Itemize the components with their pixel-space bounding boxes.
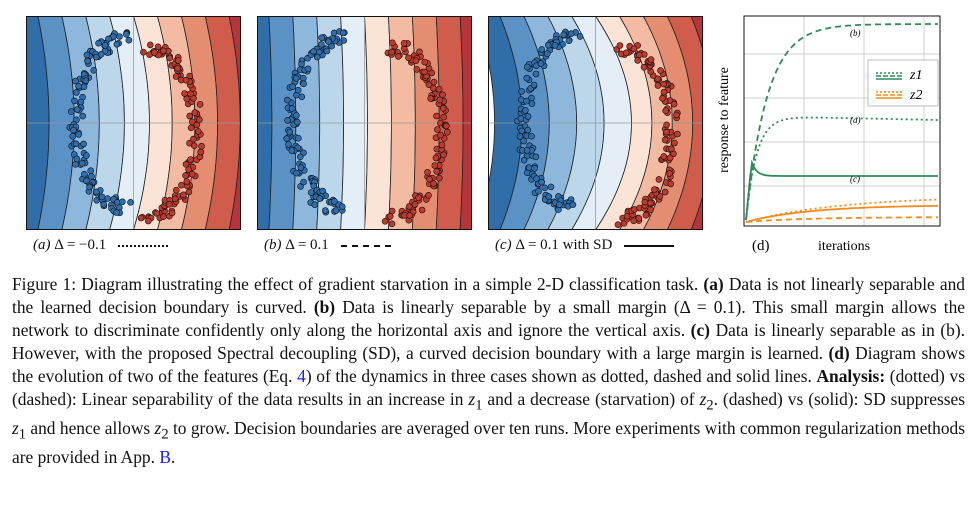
caption-prefix: Figure 1: Diagram illustrating the effec…	[12, 274, 704, 294]
equation-link[interactable]: 4	[297, 365, 306, 386]
caption-d-text-1: Diagram shows the evolution of two of th…	[12, 342, 965, 386]
chart-series	[745, 23, 939, 223]
panel-a-label: (a) Δ = −0.1	[33, 236, 168, 254]
panel-b-letter: (b)	[264, 237, 282, 253]
annotation-a: (a)	[850, 115, 861, 125]
z2-dashed-curve	[745, 216, 939, 223]
panel-c-letter: (c)	[495, 237, 512, 253]
chart-legend: z1 z2	[867, 59, 939, 107]
legend-swatch-z2	[876, 91, 902, 99]
z1-dashed-curve	[745, 23, 938, 221]
panel-a-plot	[26, 16, 241, 230]
caption-analysis-2: and a decrease (starvation) of	[482, 388, 700, 409]
panel-c-label: (c) Δ = 0.1 with SD	[495, 236, 675, 254]
solid-line-legend	[624, 244, 675, 247]
appendix-link[interactable]: B	[159, 447, 171, 468]
dashed-line-legend	[340, 244, 391, 247]
var-z2b: z	[154, 417, 162, 438]
caption-b-tag: (b)	[313, 296, 336, 317]
caption-a-text: Data is not linearly separable and the l…	[12, 274, 965, 317]
caption-c-tag: (c)	[690, 319, 710, 340]
decision-boundary-plot-b	[257, 16, 472, 230]
legend-z1: z1	[909, 68, 922, 83]
chart-grid	[743, 16, 940, 226]
var-z1b-sub: 1	[18, 426, 27, 443]
dotted-line-legend	[118, 244, 168, 247]
var-z2: z	[699, 388, 707, 409]
panel-c-title: Δ = 0.1 with SD	[515, 237, 613, 253]
panel-b-label: (b) Δ = 0.1	[264, 236, 391, 254]
legend-box	[867, 59, 939, 107]
z1-solid-curve	[745, 159, 938, 221]
x-axis-label: iterations	[818, 239, 870, 254]
caption-end: .	[170, 447, 176, 468]
annotation-b: (b)	[850, 28, 861, 38]
plot-frame	[743, 15, 941, 227]
caption-d-tag: (d)	[828, 342, 850, 363]
var-z2-sub: 2	[706, 397, 714, 413]
var-z1b: z	[12, 417, 19, 438]
caption-analysis-tag: Analysis:	[816, 365, 886, 386]
decision-boundary-plot-a	[26, 16, 241, 230]
decision-boundary-plot-c	[488, 16, 703, 230]
caption-analysis-1: (dotted) vs (dashed): Linear separabilit…	[12, 365, 965, 409]
annotation-c: (c)	[850, 174, 860, 184]
caption-c-text: Data is linearly separable as in (b). Ho…	[12, 319, 965, 363]
caption-analysis-4: and hence allows	[26, 417, 155, 438]
y-axis-label: response to feature	[717, 67, 732, 173]
caption-a-tag: (a)	[703, 274, 724, 294]
panel-d-letter: (d)	[752, 238, 770, 254]
panel-c-plot	[488, 16, 703, 230]
panel-b-plot	[257, 16, 472, 230]
var-z2b-sub: 2	[161, 426, 169, 443]
z2-dotted-curve	[745, 198, 939, 223]
var-z1: z	[468, 388, 476, 409]
legend-swatch-z1	[876, 72, 902, 80]
feature-response-chart: response to feature (d) iterations (b) (…	[717, 15, 941, 254]
var-z1-sub: 1	[475, 397, 483, 413]
caption-analysis-3: . (dashed) vs (solid): SD suppresses	[713, 388, 965, 409]
caption-analysis-5: to grow. Decision boundaries are average…	[12, 417, 965, 468]
z2-solid-curve	[745, 204, 939, 223]
panel-a-letter: (a)	[33, 237, 51, 253]
caption-d-text-2: ) of the dynamics in three cases shown a…	[305, 365, 817, 386]
panel-a-title: Δ = −0.1	[54, 237, 107, 253]
panel-d-chart: response to feature (d) iterations (b) (…	[712, 10, 962, 265]
panel-b-title: Δ = 0.1	[285, 237, 329, 253]
z1-dotted-curve	[745, 116, 938, 221]
figure-caption: Figure 1: Diagram illustrating the effec…	[12, 273, 965, 469]
caption-b-text: Data is linearly separable by a small ma…	[12, 296, 965, 340]
legend-z2: z2	[909, 88, 922, 103]
